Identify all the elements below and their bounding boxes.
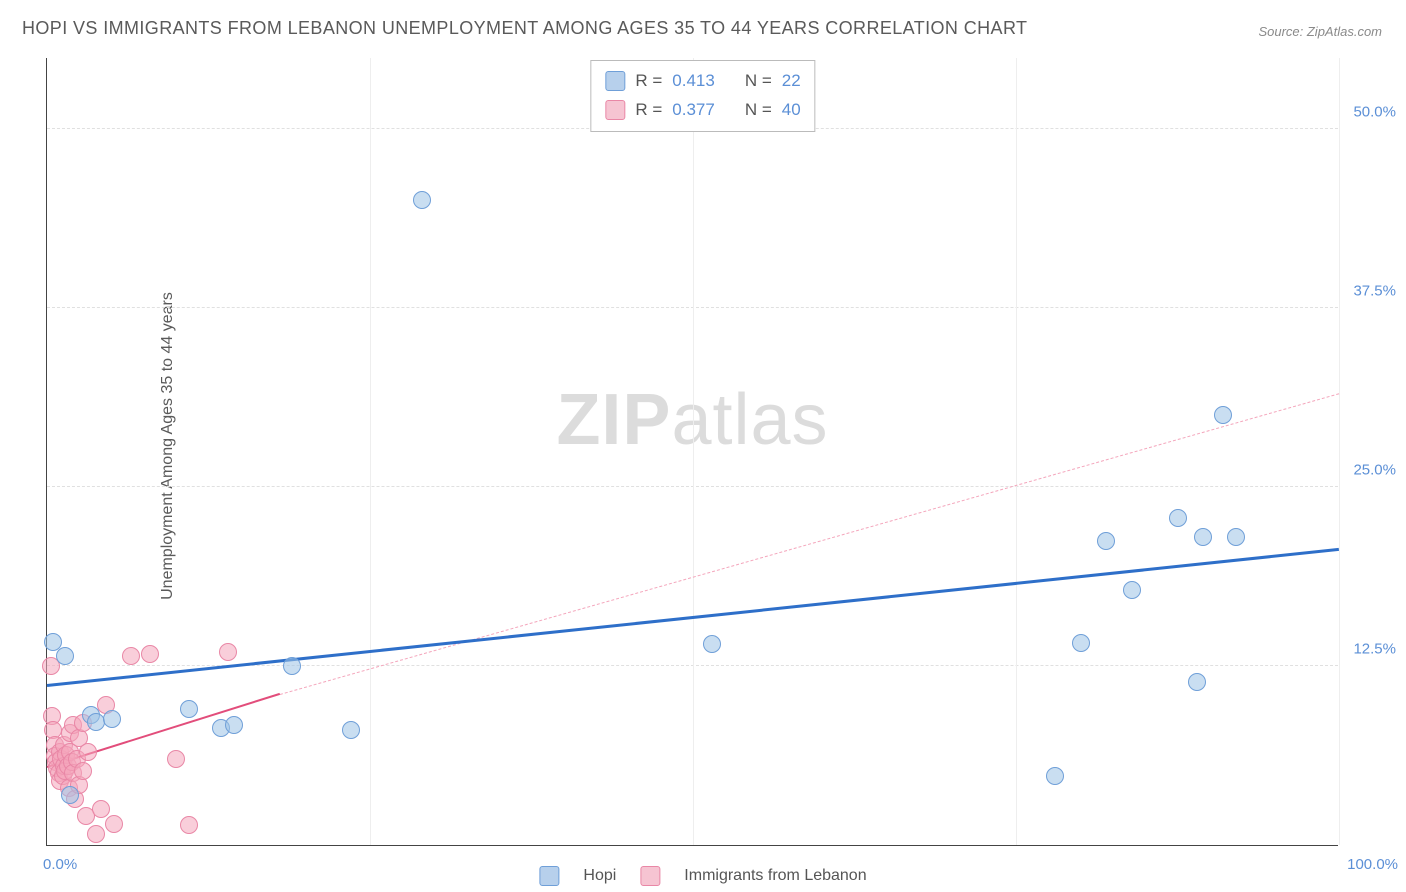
y-tick-label: 50.0% xyxy=(1353,103,1396,120)
scatter-point xyxy=(225,716,243,734)
y-tick-label: 25.0% xyxy=(1353,461,1396,478)
gridline xyxy=(370,58,371,845)
scatter-point xyxy=(1123,581,1141,599)
scatter-point xyxy=(703,635,721,653)
regression-line xyxy=(279,393,1339,695)
scatter-point xyxy=(1188,673,1206,691)
lebanon-swatch-icon xyxy=(640,866,660,886)
scatter-point xyxy=(167,750,185,768)
hopi-n-value: 22 xyxy=(782,67,801,96)
scatter-point xyxy=(1072,634,1090,652)
series-legend: Hopi Immigrants from Lebanon xyxy=(539,866,866,886)
scatter-point xyxy=(1227,528,1245,546)
gridline xyxy=(693,58,694,845)
r-label: R = xyxy=(635,96,662,125)
scatter-point xyxy=(87,825,105,843)
n-label: N = xyxy=(745,67,772,96)
scatter-point xyxy=(105,815,123,833)
legend-row-hopi: R = 0.413 N = 22 xyxy=(605,67,800,96)
correlation-legend: R = 0.413 N = 22 R = 0.377 N = 40 xyxy=(590,60,815,132)
scatter-point xyxy=(180,816,198,834)
lebanon-r-value: 0.377 xyxy=(672,96,715,125)
scatter-point xyxy=(1097,532,1115,550)
scatter-point xyxy=(283,657,301,675)
scatter-point xyxy=(61,786,79,804)
scatter-plot-area: ZIPatlas 12.5%25.0%37.5%50.0%0.0%100.0% xyxy=(46,58,1338,846)
scatter-point xyxy=(1214,406,1232,424)
scatter-point xyxy=(219,643,237,661)
chart-title: HOPI VS IMMIGRANTS FROM LEBANON UNEMPLOY… xyxy=(22,18,1027,39)
gridline xyxy=(1339,58,1340,845)
legend-row-lebanon: R = 0.377 N = 40 xyxy=(605,96,800,125)
scatter-point xyxy=(180,700,198,718)
scatter-point xyxy=(74,762,92,780)
x-tick-label: 0.0% xyxy=(43,856,77,873)
lebanon-series-label: Immigrants from Lebanon xyxy=(684,867,866,885)
scatter-point xyxy=(56,647,74,665)
scatter-point xyxy=(79,743,97,761)
scatter-point xyxy=(413,191,431,209)
scatter-point xyxy=(122,647,140,665)
scatter-point xyxy=(1169,509,1187,527)
source-attribution: Source: ZipAtlas.com xyxy=(1258,24,1382,39)
scatter-point xyxy=(1046,767,1064,785)
lebanon-n-value: 40 xyxy=(782,96,801,125)
r-label: R = xyxy=(635,67,662,96)
gridline xyxy=(1016,58,1017,845)
hopi-swatch-icon xyxy=(605,71,625,91)
hopi-series-label: Hopi xyxy=(583,867,616,885)
hopi-swatch-icon xyxy=(539,866,559,886)
scatter-point xyxy=(92,800,110,818)
n-label: N = xyxy=(745,96,772,125)
scatter-point xyxy=(342,721,360,739)
hopi-r-value: 0.413 xyxy=(672,67,715,96)
lebanon-swatch-icon xyxy=(605,100,625,120)
scatter-point xyxy=(141,645,159,663)
y-tick-label: 37.5% xyxy=(1353,282,1396,299)
scatter-point xyxy=(103,710,121,728)
y-tick-label: 12.5% xyxy=(1353,640,1396,657)
scatter-point xyxy=(1194,528,1212,546)
x-tick-label: 100.0% xyxy=(1347,856,1398,873)
